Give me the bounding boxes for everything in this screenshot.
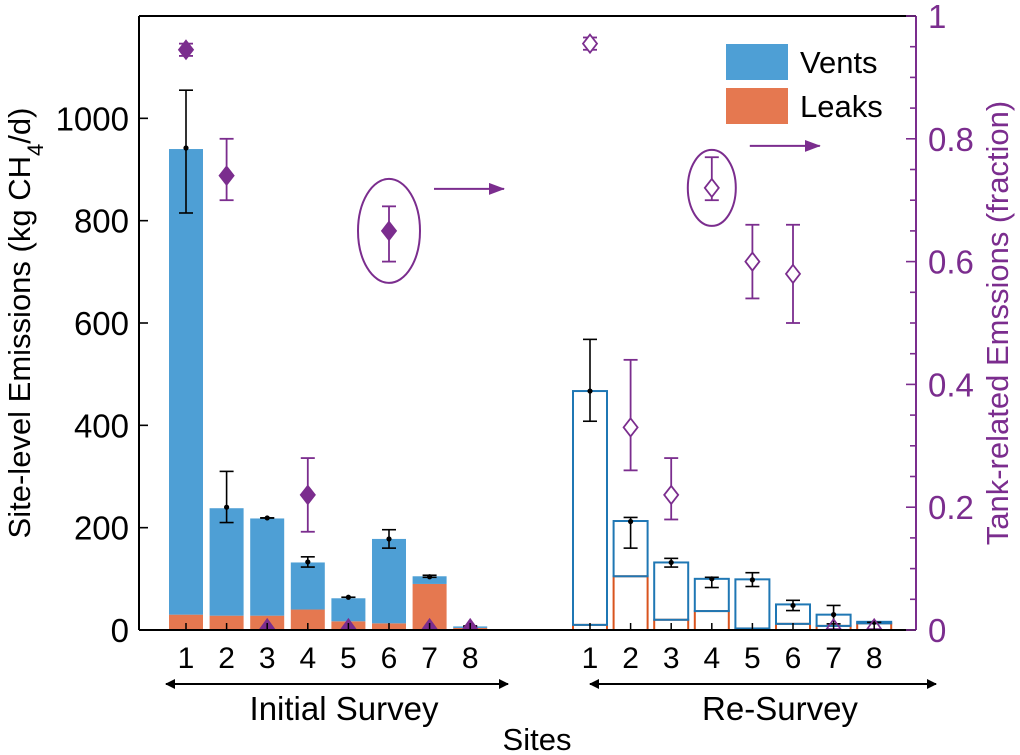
legend-swatch-leaks — [726, 88, 788, 124]
x-tick-label-resurvey-site-7: 7 — [825, 642, 842, 675]
total-point-initial-site-6 — [386, 536, 392, 542]
x-tick-label-initial-site-6: 6 — [381, 642, 398, 675]
tank-fraction-marker-initial-site-1 — [177, 39, 195, 61]
tank-fraction-layer — [177, 33, 883, 630]
left-tick-label-0: 0 — [111, 612, 129, 649]
tank-fraction-marker-resurvey-site-3 — [663, 484, 680, 506]
tank-fraction-marker-resurvey-site-6 — [784, 263, 802, 285]
right-tick-label-4: 0.8 — [928, 121, 974, 158]
total-point-initial-site-5 — [345, 594, 351, 600]
x-tick-label-resurvey-site-2: 2 — [622, 642, 639, 675]
right-axis-ticks: 0 0.2 0.4 0.6 0.8 1 — [906, 0, 974, 649]
bars-layer — [169, 149, 893, 632]
bar-vents-resurvey-site-3 — [653, 561, 690, 621]
group-label-initial-survey: Initial Survey — [250, 690, 439, 727]
x-tick-label-initial-site-4: 4 — [299, 642, 316, 675]
tank-fraction-marker-initial-site-6 — [380, 220, 398, 242]
total-point-resurvey-site-4 — [709, 576, 715, 582]
x-tick-label-resurvey-site-1: 1 — [582, 642, 599, 675]
right-tick-label-5: 1 — [928, 0, 946, 35]
left-axis-title-suffix: /d) — [2, 108, 37, 144]
x-tick-label-resurvey-site-5: 5 — [744, 642, 761, 675]
right-tick-label-1: 0.2 — [928, 489, 974, 526]
x-tick-label-initial-site-8: 8 — [462, 642, 479, 675]
legend: Vents Leaks — [726, 44, 883, 124]
error-bars-layer — [179, 89, 882, 630]
x-tick-label-resurvey-site-6: 6 — [785, 642, 802, 675]
total-point-initial-site-2 — [224, 504, 230, 510]
total-point-resurvey-site-3 — [668, 559, 674, 566]
left-tick-label-5: 1000 — [56, 100, 129, 137]
right-axis-title: Tank-related Emssions (fraction) — [980, 101, 1015, 546]
tank-fraction-marker-initial-site-4 — [299, 484, 316, 506]
left-axis-title-subscript: 4 — [23, 144, 48, 156]
bar-leaks-initial-site-1 — [169, 614, 203, 630]
left-tick-label-3: 600 — [74, 305, 129, 342]
x-tick-label-resurvey-site-4: 4 — [703, 642, 720, 675]
legend-swatch-vents — [726, 44, 788, 80]
total-point-resurvey-site-2 — [628, 518, 634, 525]
bar-vents-initial-site-5 — [331, 598, 366, 622]
bar-vents-initial-site-6 — [372, 538, 406, 624]
x-axis-title: Sites — [503, 722, 572, 755]
x-tick-label-initial-site-2: 2 — [218, 642, 235, 675]
total-point-resurvey-site-1 — [587, 388, 593, 394]
right-tick-label-0: 0 — [928, 612, 946, 649]
annotation-layer — [357, 139, 821, 284]
x-tick-label-initial-site-3: 3 — [259, 642, 276, 675]
total-point-resurvey-site-5 — [749, 577, 756, 583]
legend-label-vents: Vents — [800, 45, 878, 80]
bar-leaks-resurvey-site-2 — [612, 575, 649, 632]
bar-vents-initial-site-7 — [412, 576, 447, 584]
total-point-resurvey-site-7 — [831, 612, 837, 618]
left-tick-label-1: 200 — [74, 510, 129, 547]
tank-fraction-marker-resurvey-site-2 — [622, 416, 639, 438]
bar-vents-initial-site-4 — [290, 562, 325, 610]
left-axis-title-prefix: Site-level Emissions (kg CH — [2, 156, 37, 538]
tank-fraction-marker-resurvey-site-4 — [703, 177, 720, 199]
x-tick-label-resurvey-site-8: 8 — [866, 642, 883, 675]
group-label-resurvey: Re-Survey — [702, 690, 858, 727]
right-tick-label-3: 0.6 — [928, 244, 974, 281]
tank-fraction-marker-resurvey-site-1 — [581, 33, 599, 55]
x-tick-label-resurvey-site-3: 3 — [663, 642, 680, 675]
x-tick-label-initial-site-5: 5 — [340, 642, 357, 675]
bar-leaks-initial-site-2 — [209, 615, 244, 630]
total-point-initial-site-7 — [427, 574, 433, 580]
total-point-resurvey-site-6 — [790, 602, 796, 609]
left-tick-label-4: 800 — [74, 203, 129, 240]
bar-vents-initial-site-3 — [250, 518, 285, 616]
total-point-initial-site-4 — [305, 559, 311, 565]
tank-fraction-marker-initial-site-2 — [218, 165, 235, 187]
tank-fraction-marker-resurvey-site-5 — [744, 251, 761, 273]
right-tick-label-2: 0.4 — [928, 366, 974, 403]
left-axis-ticks: 0 200 400 600 800 1000 — [56, 100, 148, 649]
x-tick-label-initial-site-7: 7 — [421, 642, 438, 675]
bar-leaks-initial-site-4 — [290, 609, 325, 630]
bar-vents-resurvey-site-1 — [572, 390, 608, 626]
highlight-ellipse-initial — [357, 177, 421, 284]
left-axis-title: Site-level Emissions (kg CH4/d) — [2, 108, 48, 539]
legend-label-leaks: Leaks — [800, 89, 883, 124]
left-tick-label-2: 400 — [74, 407, 129, 444]
x-tick-label-initial-site-1: 1 — [178, 642, 195, 675]
bar-vents-initial-site-1 — [169, 149, 203, 615]
total-point-initial-site-3 — [264, 515, 270, 521]
highlight-ellipse-resurvey — [686, 148, 737, 227]
total-point-initial-site-1 — [183, 145, 189, 151]
bar-vents-initial-site-2 — [209, 508, 244, 616]
